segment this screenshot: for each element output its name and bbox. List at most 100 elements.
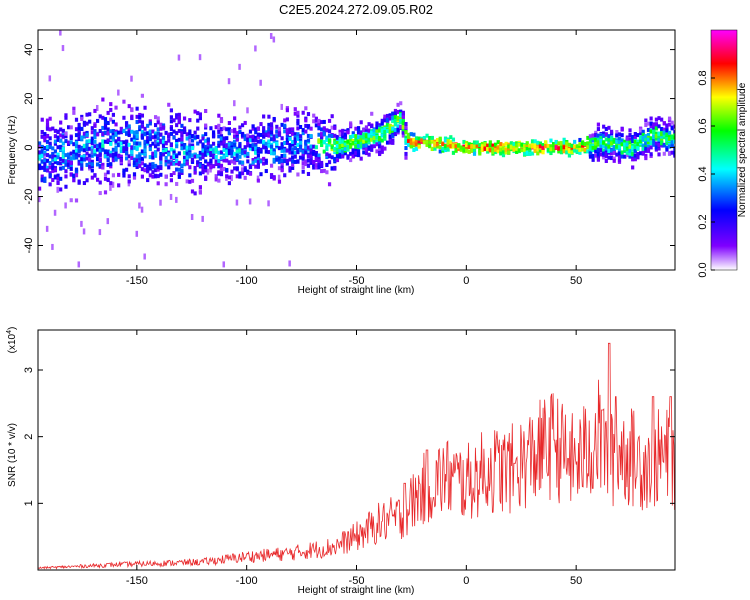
spectrogram-cell (151, 174, 155, 179)
spectrogram-cell (673, 124, 675, 129)
spectrogram-cell (309, 156, 313, 161)
spectrogram-cell (391, 111, 395, 116)
spectrogram-cell (233, 139, 237, 144)
spectrogram-cell (306, 133, 311, 138)
spectrogram-cell (570, 143, 574, 148)
spectrogram-cell (451, 137, 456, 142)
spectrogram-cell (156, 127, 160, 132)
spectrogram-cell (314, 123, 318, 128)
spectrogram-cell (646, 121, 651, 126)
spectrogram-cell (130, 75, 133, 82)
spectrogram-cell (225, 149, 229, 154)
spectrogram-cell (649, 129, 653, 134)
spectrogram-cell (109, 117, 113, 122)
spectrogram-cell (272, 157, 276, 162)
spectrogram-cell (219, 119, 224, 124)
spectrogram-cell (388, 140, 392, 145)
spectrogram-cell (135, 141, 139, 146)
spectrogram-cell (130, 145, 134, 150)
spectrogram-cell (522, 151, 527, 156)
spectrogram-cell (151, 162, 155, 167)
spectrogram-cell (254, 146, 258, 151)
spectrogram-cell (77, 161, 81, 166)
spectrogram-cell (391, 131, 395, 136)
spectrogram-cell (95, 143, 100, 148)
spectrogram-cell (652, 139, 656, 144)
spectrogram-cell (449, 135, 453, 140)
spectrogram-cell (399, 101, 403, 106)
spectrogram-cell (175, 113, 179, 118)
spectrogram-cell (346, 130, 350, 135)
spectrogram-cell (631, 147, 635, 152)
spectrogram-cell (161, 152, 166, 157)
spectrogram-cell (64, 115, 68, 120)
spectrogram-cell (407, 132, 411, 137)
spectrogram-cell (301, 161, 305, 166)
spectrogram-cell (309, 134, 313, 139)
spectrogram-cell (109, 184, 112, 191)
spectrogram-cell (417, 144, 421, 149)
spectrogram-cell (124, 121, 129, 126)
spectrogram-cell (106, 110, 110, 115)
spectrogram-cell (182, 145, 187, 150)
spectrogram-cell (206, 146, 210, 151)
spectrogram-cell (109, 150, 113, 155)
spectrogram-cell (151, 135, 155, 140)
spectrogram-cell (673, 135, 675, 140)
spectrogram-cell (370, 111, 374, 116)
spectrogram-cell (356, 140, 361, 145)
spectrogram-cell (335, 148, 340, 153)
spectrogram-cell (449, 141, 453, 146)
spectrogram-cell (248, 198, 252, 205)
spectrogram-cell (254, 45, 257, 52)
spectrogram-cell (631, 139, 635, 144)
spectrogram-cell (101, 147, 105, 152)
spectrogram-cell (146, 131, 150, 136)
spectrogram-cell (180, 142, 184, 147)
spectrogram-cell (109, 102, 113, 107)
spectrogram-cell (204, 152, 208, 157)
spectrogram-cell (599, 148, 603, 153)
spectrogram-cell (304, 145, 308, 150)
spectrogram-cell (201, 215, 204, 222)
spectrogram-cell (596, 127, 601, 132)
spectrogram-cell (291, 127, 295, 132)
spectrogram-cell (148, 137, 152, 142)
spectrogram-cell (354, 147, 358, 152)
spectrogram-cell (177, 116, 181, 121)
spectrogram-cell (660, 140, 664, 145)
spectrogram-cell (185, 150, 189, 155)
spectrogram-cell (175, 123, 179, 128)
spectrogram-cell (267, 122, 271, 127)
spectrogram-cell (219, 163, 224, 168)
spectrogram-cell (367, 128, 371, 133)
spectrogram-cell (85, 139, 89, 144)
spectrogram-cell (235, 157, 239, 162)
spectrogram-cell (454, 144, 458, 149)
spectrogram-cell (256, 160, 260, 165)
spectrogram-cell (211, 153, 216, 158)
spectrogram-cell (654, 131, 658, 136)
spectrogram-cell (238, 150, 242, 155)
spectrogram-cell (230, 154, 234, 159)
spectrogram-cell (375, 135, 379, 140)
spectrogram-cell (74, 144, 79, 149)
snr-x-tick-label: 0 (463, 575, 469, 587)
spectrogram-cell (306, 154, 311, 159)
spectrogram-cell (138, 115, 142, 120)
spectrogram-cell (185, 136, 189, 141)
spectrogram-cell (314, 153, 318, 158)
spectrogram-cell (45, 139, 50, 144)
spectrogram-cell (56, 152, 60, 157)
spectrogram-cell (180, 163, 184, 168)
spectrogram-cell (209, 151, 213, 156)
spectrogram-cell (354, 144, 358, 149)
spectrogram-cell (512, 147, 516, 152)
spectrogram-cell (240, 149, 245, 154)
spectrogram-cell (233, 156, 237, 161)
spectrogram-cell (209, 166, 212, 173)
spectrogram-cell (399, 120, 403, 125)
spectrogram-cell (291, 162, 295, 167)
spectrogram-cell (301, 110, 305, 115)
spectrogram-cell (138, 159, 142, 164)
